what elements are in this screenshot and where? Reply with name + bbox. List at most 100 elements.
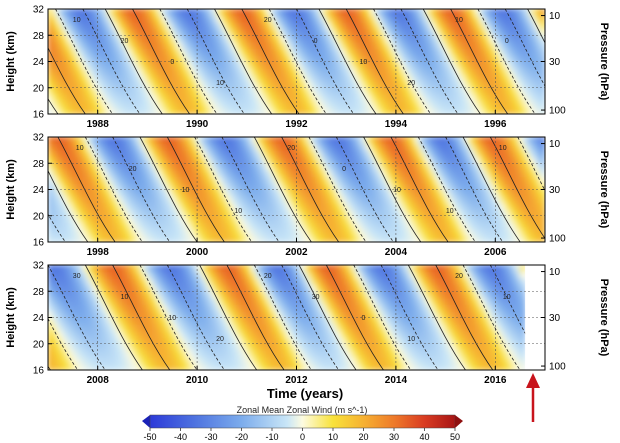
panel-3-year-label: 2012 <box>285 375 308 386</box>
panel-2-contour-label: 10 <box>76 145 84 152</box>
colorbar-gradient <box>149 414 456 429</box>
panel-2-height-tick: 28 <box>33 159 45 170</box>
panel-1-right-axis-title: Pressure (hPa) <box>598 23 610 101</box>
panel-1-contour-label: 0 <box>170 59 174 66</box>
colorbar-tick-label: -50 <box>143 432 156 442</box>
panel-2-right-axis-title: Pressure (hPa) <box>598 151 610 229</box>
panel-2-contour-label: 10 <box>446 208 454 215</box>
panel-2-year-label: 2002 <box>285 247 308 258</box>
panel-1-height-tick: 16 <box>33 110 45 121</box>
panel-2-contour-label: 10 <box>234 208 242 215</box>
panel-3-contour-label: 30 <box>73 273 81 280</box>
panel-2-pressure-tick: 30 <box>549 185 561 196</box>
panel-1-contour-label: 0 <box>314 38 318 45</box>
colorbar-tick-label: 40 <box>419 432 429 442</box>
colorbar-tick-label: -40 <box>174 432 187 442</box>
panel-2-contour-label: 20 <box>129 166 137 173</box>
panel-1-contour-label: 10 <box>360 59 368 66</box>
panel-3-contour-label: 20 <box>264 273 272 280</box>
panel-2-left-axis-title: Height (km) <box>5 159 17 220</box>
panel-1-height-tick: 32 <box>33 5 45 16</box>
panel-2-year-label: 2006 <box>484 247 507 258</box>
panel-1-contour-label: 0 <box>505 38 509 45</box>
panel-1-contour-label: 20 <box>264 17 272 24</box>
panel-2-pressure-tick: 10 <box>549 139 561 150</box>
panel-1-pressure-tick: 30 <box>549 57 561 68</box>
panel-2-height-tick: 20 <box>33 211 45 222</box>
panel-1-height-tick: 20 <box>33 83 45 94</box>
panel-3-contour-label: 10 <box>121 294 129 301</box>
colorbar-tick-label: -30 <box>204 432 217 442</box>
panel-3-contour-label: 0 <box>361 315 365 322</box>
panel-1-pressure-tick: 100 <box>549 106 566 117</box>
panel-1-contour-label: 20 <box>121 38 129 45</box>
x-axis-title: Time (years) <box>267 386 343 401</box>
panel-3-year-label: 2016 <box>484 375 507 386</box>
panel-1-year-label: 1988 <box>87 119 110 130</box>
panel-2-height-tick: 32 <box>33 133 45 144</box>
colorbar-tick-label: -10 <box>265 432 278 442</box>
red-arrow-annotation <box>526 373 540 422</box>
panel-3-height-tick: 32 <box>33 261 45 272</box>
colorbar-right-arrow <box>455 415 463 428</box>
panel-1-contour-label: 10 <box>73 17 81 24</box>
panel-1-pressure-tick: 10 <box>549 11 561 22</box>
panel-3-contour-label: 20 <box>216 336 224 343</box>
panel-2: 10 20 10 10 20 0 10 10 10 32 28 24 20 16 10 30 100 1998 20… <box>5 133 610 259</box>
panel-1-contour-label: 20 <box>407 80 415 87</box>
panel-2-pressure-tick: 100 <box>549 234 566 245</box>
panel-1-height-tick: 28 <box>33 31 45 42</box>
colorbar-tick-label: 50 <box>450 432 460 442</box>
panel-3-pressure-tick: 30 <box>549 313 561 324</box>
panel-3-pressure-tick: 100 <box>549 362 566 373</box>
panel-1-left-axis-title: Height (km) <box>5 31 17 92</box>
panel-1-grid <box>48 9 545 114</box>
panel-2-year-label: 2000 <box>186 247 209 258</box>
panel-1-height-tick: 24 <box>33 57 45 68</box>
colorbar-left-arrow <box>142 415 150 428</box>
panel-3-year-label: 2008 <box>87 375 110 386</box>
colorbar-tick-label: 20 <box>358 432 368 442</box>
colorbar-tick-label: 30 <box>389 432 399 442</box>
colorbar-tick-label: 0 <box>300 432 305 442</box>
panel-2-year-label: 1998 <box>87 247 110 258</box>
colorbar: Zonal Mean Zonal Wind (m s^-1) -50 -40 -30… <box>142 405 463 442</box>
panel-3-wind-field <box>48 265 526 370</box>
panel-3-height-tick: 24 <box>33 313 45 324</box>
panel-1-year-label: 1990 <box>186 119 209 130</box>
panel-3-height-tick: 16 <box>33 366 45 377</box>
panel-1-contour-label: 10 <box>216 80 224 87</box>
panel-3-contour-label: 10 <box>407 336 415 343</box>
colorbar-tick-label: 10 <box>328 432 338 442</box>
panel-3-contour-label: 30 <box>312 294 320 301</box>
panel-3: 3010102020300102010322824201610301002008… <box>5 261 610 387</box>
panel-3-height-tick: 20 <box>33 339 45 350</box>
panel-3-contour-label: 20 <box>455 273 463 280</box>
panel-3-height-tick: 28 <box>33 287 45 298</box>
panel-2-contour-label: 20 <box>287 145 295 152</box>
panel-3-year-label: 2010 <box>186 375 209 386</box>
colorbar-tick-label: -20 <box>235 432 248 442</box>
panel-2-contour-label: 10 <box>182 187 190 194</box>
panel-3-year-label: 2014 <box>385 375 408 386</box>
colorbar-ticks: -50 -40 -30 -20 -10 0 10 20 30 40 50 <box>143 428 460 442</box>
colorbar-label: Zonal Mean Zonal Wind (m s^-1) <box>237 405 368 415</box>
panel-1-year-label: 1994 <box>385 119 408 130</box>
panel-2-grid <box>48 137 545 242</box>
panel-2-contour-label: 10 <box>393 187 401 194</box>
panel-2-contour-label: 10 <box>499 145 507 152</box>
panel-3-grid <box>48 265 545 370</box>
panel-1-year-label: 1992 <box>285 119 308 130</box>
panel-3-contour-label: 10 <box>503 294 511 301</box>
panel-2-height-tick: 24 <box>33 185 45 196</box>
panel-1-year-label: 1996 <box>484 119 507 130</box>
panel-2-year-label: 2004 <box>385 247 408 258</box>
panel-2-contour-label: 0 <box>342 166 346 173</box>
panel-1-wind-field <box>48 9 545 114</box>
panel-3-pressure-tick: 10 <box>549 267 561 278</box>
panel-2-height-tick: 16 <box>33 238 45 249</box>
panel-3-contour-label: 10 <box>168 315 176 322</box>
panel-3-right-axis-title: Pressure (hPa) <box>598 279 610 357</box>
